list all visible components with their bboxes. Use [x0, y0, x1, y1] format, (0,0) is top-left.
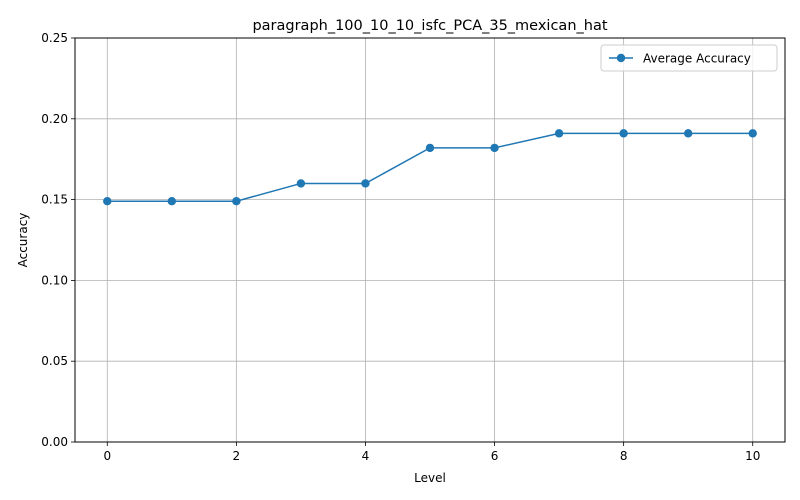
y-axis-label: Accuracy: [16, 213, 30, 268]
data-point: [361, 179, 370, 188]
x-tick-label: 10: [745, 449, 760, 463]
y-tick-label: 0.20: [41, 112, 68, 126]
data-point: [425, 143, 435, 153]
series-layer: [103, 129, 757, 206]
axis-ticks: 0 2 4 6 8 10 0.00 0.05 0.10 0.15 0.20 0.25: [41, 31, 760, 463]
y-tick-label: 0.15: [41, 193, 68, 207]
data-point: [490, 143, 499, 153]
data-point: [683, 129, 693, 138]
data-point: [296, 179, 306, 188]
x-tick-label: 6: [491, 449, 499, 463]
y-tick-label: 0.00: [41, 435, 68, 449]
data-point: [103, 197, 112, 206]
data-point: [554, 129, 564, 138]
legend-label: Average Accuracy: [643, 52, 751, 66]
x-axis-label: Level: [414, 471, 446, 485]
plot-area-frame: [74, 37, 786, 443]
data-point: [232, 197, 241, 206]
legend-marker: [616, 53, 626, 63]
chart-title: paragraph_100_10_10_isfc_PCA_35_mexican_…: [252, 18, 607, 34]
x-tick-label: 4: [362, 449, 370, 463]
y-tick-label: 0.10: [41, 273, 68, 287]
y-tick-label: 0.05: [41, 354, 68, 368]
legend: Average Accuracy: [600, 44, 778, 72]
x-tick-label: 2: [233, 449, 241, 463]
legend-box: [600, 44, 778, 72]
y-tick-label: 0.25: [41, 31, 68, 45]
data-point: [748, 129, 757, 138]
x-tick-label: 8: [620, 449, 628, 463]
data-point: [167, 197, 177, 206]
data-point: [619, 129, 628, 138]
x-tick-label: 0: [103, 449, 111, 463]
